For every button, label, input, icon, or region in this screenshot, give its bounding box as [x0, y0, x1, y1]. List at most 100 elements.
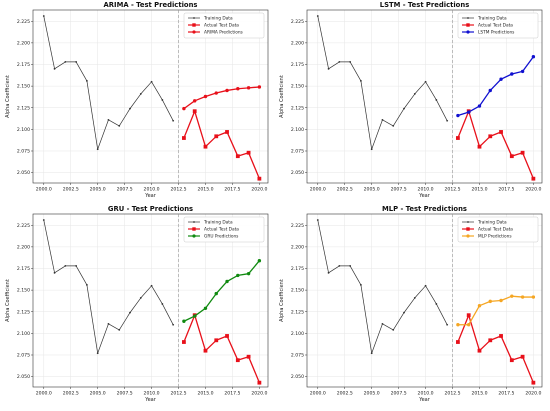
data-point: [225, 334, 229, 338]
data-point: [225, 279, 229, 284]
x-tick-label: 2017.5: [498, 391, 514, 397]
y-tick-label: 2.075: [291, 353, 304, 359]
x-tick-label: 2002.5: [63, 187, 79, 193]
data-point: [413, 93, 416, 95]
data-point: [235, 358, 240, 363]
data-point: [182, 106, 186, 111]
x-axis-label: Year: [418, 397, 431, 403]
data-point: [118, 125, 121, 127]
data-point: [96, 352, 99, 355]
legend-entry: Training Data: [188, 220, 233, 226]
legend-entry: MLP Predictions: [462, 234, 512, 240]
chart-title: ARIMA - Test Predictions: [104, 1, 198, 9]
chart-panel-3: 2000.0 2002.5 2005.0 2007.5 2010.0 2012.5 2015…: [5, 205, 269, 403]
x-tick-label: 2005.0: [90, 187, 106, 193]
y-tick-label: 2.100: [291, 331, 304, 337]
data-point: [381, 322, 384, 325]
legend-box: [457, 12, 539, 39]
data-point: [413, 297, 416, 299]
legend-label: Actual Test Data: [204, 23, 239, 29]
data-point: [203, 94, 208, 99]
data-point: [150, 284, 153, 287]
data-point: [327, 67, 330, 70]
data-point: [53, 271, 56, 274]
legend-label: Actual Test Data: [204, 227, 239, 233]
x-tick-label: 2010.0: [418, 391, 434, 397]
y-tick-label: 2.100: [291, 127, 304, 133]
data-point: [349, 61, 352, 63]
data-point: [392, 329, 395, 331]
data-point: [192, 109, 197, 114]
data-point: [499, 77, 503, 81]
y-tick-label: 2.150: [291, 84, 304, 90]
x-tick-label: 2020.0: [251, 391, 267, 397]
data-point: [192, 314, 197, 318]
y-axis-label: Alpha Coefficient: [5, 279, 11, 322]
x-tick-label: 2000.0: [36, 187, 52, 193]
legend-entry: Training Data: [462, 16, 507, 22]
data-point: [392, 125, 395, 127]
data-point: [403, 311, 405, 314]
data-point: [531, 295, 536, 299]
legend-marker: [193, 221, 195, 223]
data-point: [338, 265, 341, 267]
y-tick-label: 2.050: [17, 170, 30, 176]
x-tick-label: 2012.5: [444, 187, 460, 193]
data-point: [338, 61, 341, 63]
data-point: [477, 303, 482, 308]
data-point: [477, 104, 482, 108]
data-point: [42, 15, 45, 17]
data-point: [456, 136, 460, 140]
y-axis-label: Alpha Coefficient: [279, 279, 285, 322]
data-point: [172, 323, 175, 326]
data-point: [531, 380, 536, 385]
data-point: [349, 265, 352, 267]
x-tick-label: 2002.5: [63, 391, 79, 397]
data-point: [225, 130, 229, 134]
legend-marker: [192, 30, 196, 34]
axes-frame: [306, 213, 543, 388]
data-point: [107, 322, 110, 325]
y-tick-label: 2.050: [291, 374, 304, 380]
data-point: [257, 380, 262, 385]
legend-box: [457, 216, 539, 243]
series-2: [182, 109, 262, 181]
x-tick-label: 2010.0: [144, 391, 160, 397]
series-1: [42, 15, 175, 151]
data-point: [488, 134, 493, 139]
legend-label: Actual Test Data: [478, 227, 513, 233]
series-1: [316, 15, 449, 151]
x-tick-label: 2007.5: [391, 391, 407, 397]
series-line: [457, 56, 534, 117]
x-tick-label: 2010.0: [418, 187, 434, 193]
x-axis-label: Year: [418, 193, 431, 199]
chart-title: LSTM - Test Predictions: [380, 1, 469, 9]
data-point: [257, 85, 262, 89]
data-point: [203, 306, 208, 310]
y-tick-label: 2.125: [17, 309, 30, 315]
y-tick-label: 2.175: [291, 266, 304, 272]
data-point: [236, 273, 240, 278]
data-point: [172, 119, 175, 122]
data-point: [520, 295, 525, 299]
legend-entry: Actual Test Data: [188, 227, 239, 233]
data-point: [466, 313, 471, 318]
legend-label: LSTM Predictions: [478, 30, 515, 36]
data-point: [64, 265, 67, 267]
data-point: [466, 110, 471, 114]
x-tick-label: 2012.5: [444, 391, 460, 397]
chart-title: GRU - Test Predictions: [108, 205, 193, 213]
y-tick-label: 2.175: [291, 62, 304, 68]
data-point: [64, 61, 67, 63]
data-point: [139, 297, 142, 299]
legend-marker: [466, 234, 470, 238]
legend-marker: [466, 227, 470, 231]
y-tick-label: 2.100: [17, 331, 30, 337]
data-point: [531, 176, 536, 181]
x-tick-label: 2015.0: [197, 391, 213, 397]
axes-frame: [32, 213, 269, 388]
data-point: [246, 86, 251, 90]
